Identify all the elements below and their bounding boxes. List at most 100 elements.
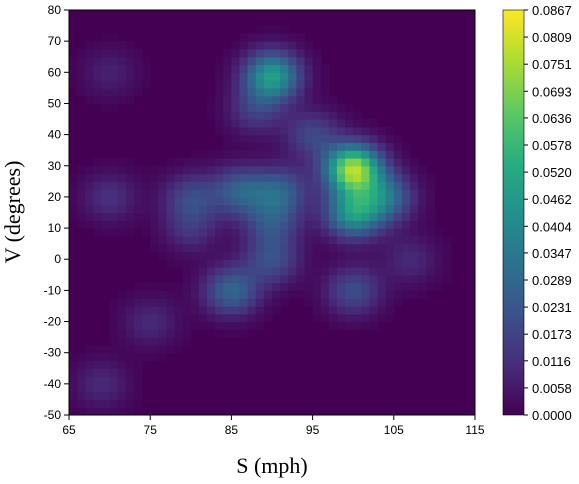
heat-cell [385,134,395,144]
heat-cell [93,204,103,214]
colorbar-tick-label: 0.0867 [532,3,572,18]
heat-cell [312,290,322,299]
heat-cell [263,72,273,81]
heat-cell [263,41,273,50]
heat-cell [426,204,435,214]
heat-cell [158,204,168,214]
heat-cell [77,204,86,214]
heat-cell [239,142,249,151]
colorbar-tick-label: 0.0751 [532,57,572,72]
heat-cell [280,235,289,245]
heat-cell [263,298,273,307]
heat-cell [393,235,403,245]
heat-cell [133,48,143,58]
heat-cell [361,150,371,159]
heat-cell [101,189,111,198]
heat-cell [288,243,297,253]
heat-cell [158,298,168,307]
heat-cell [117,313,127,323]
heat-cell [133,313,143,323]
heat-cell [77,87,86,97]
heat-cell [93,196,103,206]
heat-cell [215,220,224,229]
heat-cell [263,48,273,58]
heat-cell [312,80,322,89]
heat-cell [150,337,159,346]
heat-cell [207,95,216,105]
heat-cell [150,329,159,338]
heat-cell [255,111,265,120]
heat-cell [125,220,135,229]
heat-cell [255,305,265,315]
heat-cell [263,274,273,284]
y-tick-label: -20 [44,315,62,329]
heat-cell [77,352,86,362]
heat-cell [158,282,168,291]
heat-cell [215,259,224,268]
heat-cell [320,243,330,253]
heat-cell [377,313,387,323]
colorbar-tick-label: 0.0058 [532,381,572,396]
heat-cell [133,290,143,299]
heat-cell [296,111,306,120]
heat-cell [215,305,224,315]
colorbar-tick-label: 0.0000 [532,408,572,423]
heat-cell [239,220,249,229]
heat-cell [328,103,338,112]
heat-cell [272,134,281,144]
heat-cell [166,337,176,346]
heat-cell [117,95,127,105]
heat-cell [434,235,444,245]
heat-cell [247,95,257,105]
x-tick-label: 65 [62,423,76,437]
y-tick-label: -40 [44,377,62,391]
heat-cell [426,228,435,237]
heat-cell [142,189,151,198]
heat-cell [215,189,224,198]
heat-cell [69,173,78,182]
heat-cell [353,142,362,151]
heat-cell [190,313,200,323]
heat-cell [320,251,330,260]
heat-cell [231,41,241,50]
heat-cell [312,228,322,237]
heat-cell [410,228,419,237]
heat-cell [69,399,78,408]
heat-cell [296,267,306,276]
heat-cell [101,352,111,362]
heat-cell [174,181,184,190]
heat-cell [280,95,289,105]
heat-cell [263,126,273,136]
heat-cell [223,150,232,159]
heat-cell [174,305,184,315]
heat-cell [198,251,208,260]
x-tick-label: 105 [384,423,404,437]
heat-cell [369,150,379,159]
heat-cell [369,228,379,237]
heat-cell [125,64,135,73]
heat-cell [182,181,192,190]
heat-cell [393,212,403,221]
heat-cell [239,33,249,42]
heat-cell [166,189,176,198]
heat-cell [272,189,281,198]
heat-cell [231,157,241,167]
heat-cell [255,95,265,105]
heat-cell [401,220,411,229]
heat-cell [320,228,330,237]
heat-cell [336,173,346,182]
heat-cell [288,165,297,175]
heat-cell [215,243,224,253]
heat-cell [336,150,346,159]
heat-cell [239,64,249,73]
heat-cell [361,259,371,268]
heat-cell [255,189,265,198]
x-tick-label: 115 [465,423,484,437]
heat-cell [353,173,362,182]
heat-cell [198,157,208,167]
heat-cell [288,181,297,190]
heat-cell [190,189,200,198]
heat-cell [223,243,232,253]
heat-cell [312,56,322,66]
heat-cell [312,111,322,120]
